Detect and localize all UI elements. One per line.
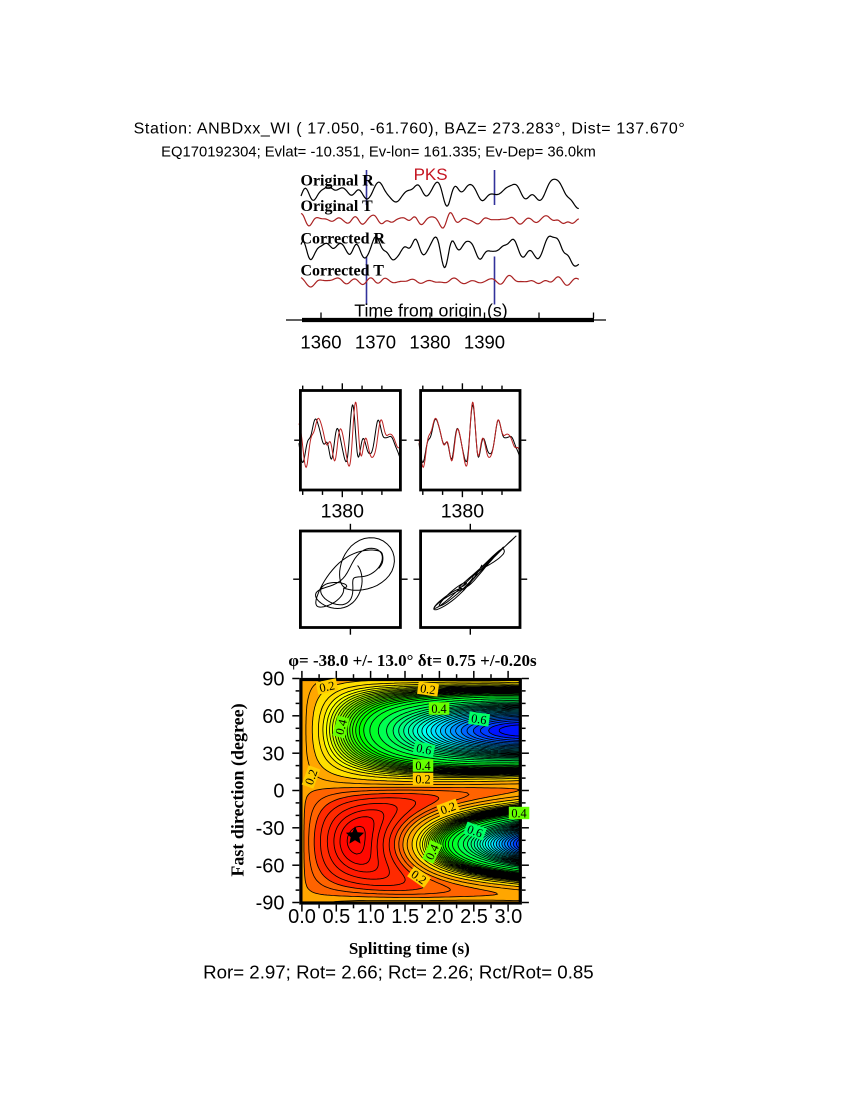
svg-text:0.6: 0.6 <box>415 741 433 758</box>
svg-text:60: 60 <box>262 706 284 728</box>
svg-text:Station: ANBDxx_WI ( 17.050,: Station: ANBDxx_WI ( 17.050, -61.760), B… <box>134 121 686 138</box>
svg-text:-90: -90 <box>256 893 285 915</box>
svg-text:0.4: 0.4 <box>423 842 442 862</box>
svg-text:1380: 1380 <box>441 501 485 523</box>
svg-text:Corrected R: Corrected R <box>301 231 386 248</box>
svg-text:Ror= 2.97; Rot= 2.66; Rct= 2.2: Ror= 2.97; Rot= 2.66; Rct= 2.26; Rct/Rot… <box>203 962 594 983</box>
svg-text:0.2: 0.2 <box>419 681 436 697</box>
svg-text:2.5: 2.5 <box>460 906 488 928</box>
svg-text:1360: 1360 <box>300 332 341 353</box>
svg-text:1370: 1370 <box>355 332 396 353</box>
svg-text:Fast direction (degree): Fast direction (degree) <box>228 703 249 876</box>
svg-text:0.6: 0.6 <box>465 822 484 840</box>
svg-text:Original T: Original T <box>301 198 373 215</box>
svg-text:0.2: 0.2 <box>438 799 457 817</box>
svg-text:0.0: 0.0 <box>288 906 316 928</box>
svg-text:30: 30 <box>262 743 284 765</box>
svg-text:0.4: 0.4 <box>431 702 446 716</box>
svg-text:φ= -38.0 +/- 13.0° δt= 0.75 +/: φ= -38.0 +/- 13.0° δt= 0.75 +/-0.20s <box>288 651 537 670</box>
svg-text:0.6: 0.6 <box>470 711 487 727</box>
svg-text:0.4: 0.4 <box>511 806 526 820</box>
svg-text:1380: 1380 <box>409 332 450 353</box>
svg-text:Splitting time (s): Splitting time (s) <box>349 939 470 958</box>
svg-text:0.4: 0.4 <box>333 718 351 736</box>
svg-text:-60: -60 <box>256 855 285 877</box>
svg-text:3.0: 3.0 <box>494 906 522 928</box>
svg-text:0.4: 0.4 <box>415 759 430 773</box>
svg-text:0.5: 0.5 <box>322 906 350 928</box>
svg-text:1.0: 1.0 <box>357 906 385 928</box>
svg-text:-30: -30 <box>256 818 285 840</box>
svg-text:0.2: 0.2 <box>318 678 336 695</box>
svg-text:1380: 1380 <box>321 501 365 523</box>
svg-text:1390: 1390 <box>464 332 505 353</box>
svg-text:90: 90 <box>262 669 284 691</box>
svg-text:0.2: 0.2 <box>302 767 320 786</box>
svg-text:Original R: Original R <box>301 173 375 190</box>
svg-text:0: 0 <box>273 781 284 803</box>
svg-text:Time from origin (s): Time from origin (s) <box>354 301 507 321</box>
svg-text:2.0: 2.0 <box>426 906 454 928</box>
svg-text:1.5: 1.5 <box>391 906 419 928</box>
svg-text:Corrected T: Corrected T <box>301 263 385 280</box>
svg-text:PKS: PKS <box>414 165 448 184</box>
svg-text:EQ170192304; Evlat= -10.351, E: EQ170192304; Evlat= -10.351, Ev-lon= 161… <box>161 145 596 161</box>
svg-text:0.2: 0.2 <box>415 772 430 786</box>
